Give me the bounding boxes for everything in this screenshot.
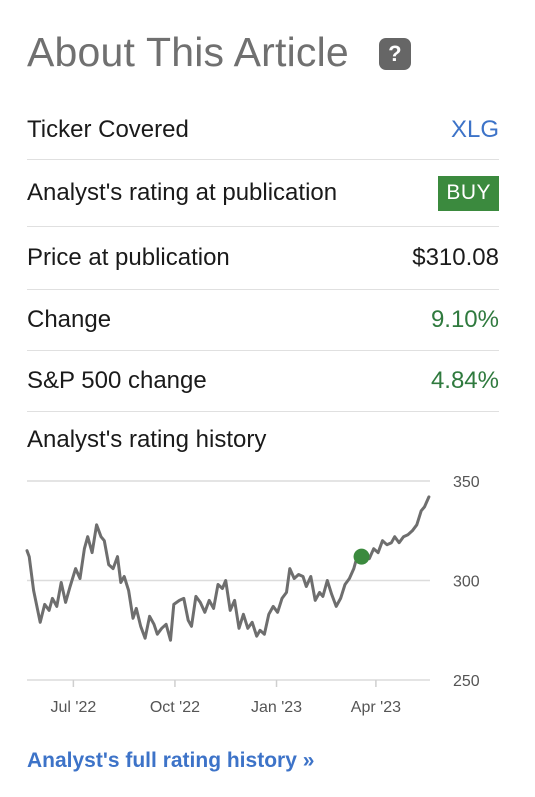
ticker-label: Ticker Covered [27, 115, 189, 143]
x-tick-label: Jul '22 [50, 699, 96, 716]
y-tick-label: 250 [453, 673, 480, 690]
chart-title: Analyst's rating history [27, 426, 267, 453]
sp500-change-row: S&P 500 change 4.84% [27, 351, 499, 412]
help-icon[interactable]: ? [378, 38, 411, 70]
ticker-link[interactable]: XLG [450, 115, 499, 143]
ticker-row: Ticker Covered XLG [27, 100, 499, 160]
price-value: $310.08 [412, 244, 499, 271]
price-line [25, 495, 431, 642]
price-label: Price at publication [27, 244, 230, 271]
sp500-change-label: S&P 500 change [27, 367, 207, 394]
rating-label: Analyst's rating at publication [27, 179, 338, 206]
change-value: 9.10% [430, 306, 499, 333]
y-tick-label: 350 [453, 474, 480, 491]
change-row: Change 9.10% [27, 290, 499, 351]
y-tick-label: 300 [453, 574, 480, 591]
rating-marker [353, 548, 370, 565]
x-tick-label: Jan '23 [251, 699, 302, 716]
page-title: About This Article [27, 29, 349, 75]
rating-badge: BUY [438, 175, 499, 211]
x-tick-label: Oct '22 [150, 699, 200, 716]
rating-history-chart: 350 300 250 Jul '22 Oct '22 Jan '23 Apr '23 [25, 474, 480, 716]
full-rating-history-link[interactable]: Analyst's full rating history » [27, 749, 315, 772]
article-info-table: Ticker Covered XLG Analyst's rating at p… [27, 100, 499, 412]
article-header: About This Article ? [27, 26, 411, 78]
x-tick-label: Apr '23 [351, 699, 401, 716]
change-label: Change [27, 306, 112, 333]
price-row: Price at publication $310.08 [27, 227, 499, 290]
rating-row: Analyst's rating at publication BUY [27, 160, 499, 227]
sp500-change-value: 4.84% [430, 367, 499, 394]
